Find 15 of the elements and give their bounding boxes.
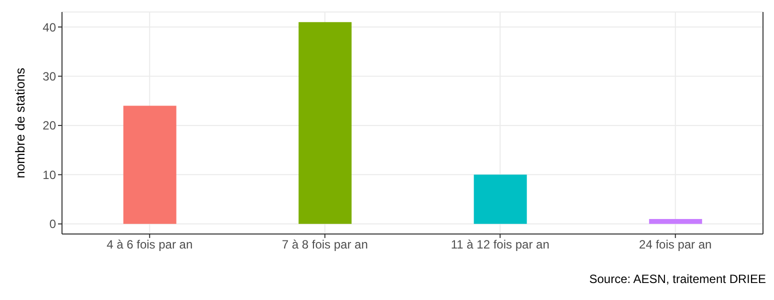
x-tick-label: 24 fois par an xyxy=(639,238,712,252)
x-tick-label: 4 à 6 fois par an xyxy=(106,238,193,252)
bar xyxy=(474,174,527,224)
x-tick-label: 11 à 12 fois par an xyxy=(450,238,550,252)
bar xyxy=(298,22,352,224)
bar xyxy=(123,106,176,224)
y-tick-label: 10 xyxy=(42,168,56,182)
y-tick-label: 30 xyxy=(42,69,56,84)
y-tick-label: 0 xyxy=(49,217,56,232)
source-note: Source: AESN, traitement DRIEE xyxy=(588,272,766,286)
bar xyxy=(649,218,702,224)
y-tick-label: 20 xyxy=(42,118,56,133)
y-tick-label: 40 xyxy=(42,20,56,34)
y-axis-title: nombre de stations xyxy=(12,67,28,178)
x-tick-label: 7 à 8 fois par an xyxy=(282,238,368,252)
